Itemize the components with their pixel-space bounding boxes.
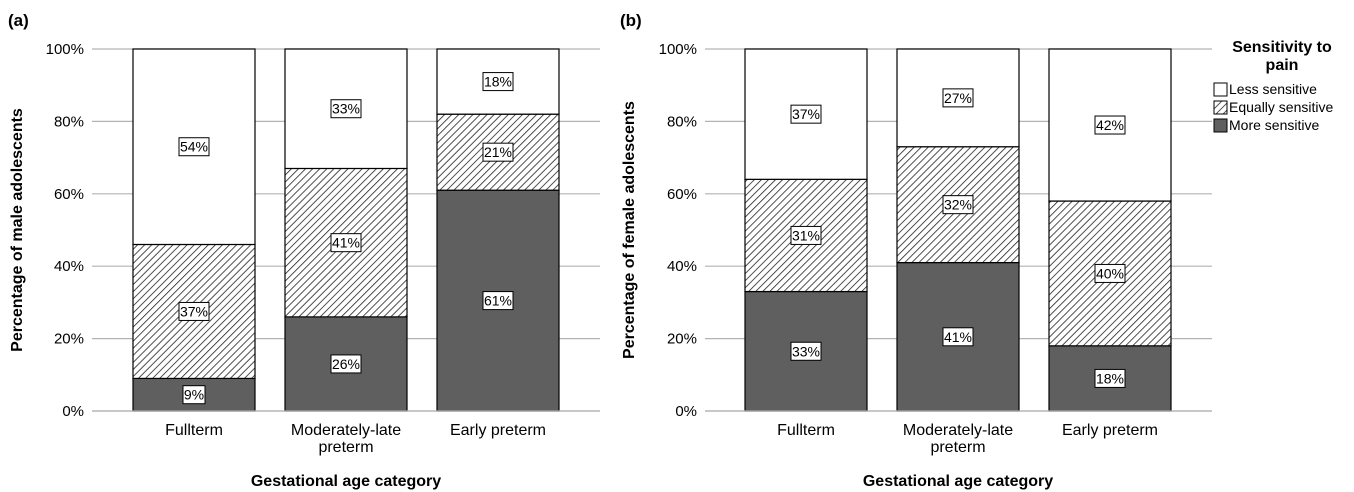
y-tick-label: 100% xyxy=(659,41,697,58)
y-tick-label: 20% xyxy=(667,331,697,348)
data-label: 26% xyxy=(332,356,360,372)
data-label: 18% xyxy=(484,74,512,90)
chart-panel-a: 0% 20% 40% 60% 80% 100% 9% 37% 54% Fullterm 26% 41%… xyxy=(8,11,600,490)
data-label: 18% xyxy=(1096,370,1124,386)
legend-item-label: More sensitive xyxy=(1229,117,1319,133)
legend-swatch xyxy=(1213,82,1228,97)
x-tick-label: preterm xyxy=(318,439,373,456)
x-tick-label: Moderately-late xyxy=(291,422,401,439)
legend-title: Sensitivity to xyxy=(1232,39,1332,56)
x-tick-label: Early preterm xyxy=(450,422,546,439)
panel-label: (b) xyxy=(620,11,642,30)
data-label-box xyxy=(942,327,974,347)
legend-swatch xyxy=(1213,118,1228,133)
x-tick-label: preterm xyxy=(930,439,985,456)
y-tick-label: 20% xyxy=(54,331,84,348)
data-label: 37% xyxy=(792,106,820,122)
x-tick-label: Fullterm xyxy=(165,422,223,439)
panel-label: (a) xyxy=(8,11,29,30)
y-tick-label: 80% xyxy=(667,113,697,130)
data-label: 9% xyxy=(184,387,204,403)
y-tick-label: 60% xyxy=(667,186,697,203)
data-label-box xyxy=(482,72,514,92)
y-tick-label: 0% xyxy=(675,403,697,420)
data-label-box xyxy=(330,233,362,253)
data-label: 61% xyxy=(484,293,512,309)
x-tick-label: Fullterm xyxy=(777,422,835,439)
data-label-box xyxy=(942,88,974,108)
x-axis-title: Gestational age category xyxy=(863,473,1053,490)
data-label-box xyxy=(790,104,822,124)
data-label-box xyxy=(1094,115,1126,135)
x-axis-title: Gestational age category xyxy=(251,473,441,490)
data-label-box xyxy=(330,354,362,374)
y-tick-label: 100% xyxy=(46,41,84,58)
data-label-box xyxy=(1094,263,1126,283)
y-axis-title: Percentage of male adolescents xyxy=(9,108,26,352)
legend-item-label: Equally sensitive xyxy=(1229,99,1333,115)
data-label: 33% xyxy=(792,343,820,359)
legend-title: pain xyxy=(1266,57,1299,74)
data-label: 31% xyxy=(792,227,820,243)
data-label-box xyxy=(482,291,514,311)
data-label-box xyxy=(482,142,514,162)
data-label-box xyxy=(330,99,362,119)
y-tick-label: 60% xyxy=(54,186,84,203)
x-tick-label: Early preterm xyxy=(1062,422,1158,439)
data-label-box xyxy=(178,301,210,321)
data-label: 54% xyxy=(180,139,208,155)
chart-panel-b: 0% 20% 40% 60% 80% 100% 33% 31% 37% Fullterm 41% 32… xyxy=(620,11,1212,490)
y-tick-label: 40% xyxy=(667,258,697,275)
data-label-box xyxy=(182,385,206,405)
y-tick-label: 40% xyxy=(54,258,84,275)
data-label: 27% xyxy=(944,90,972,106)
data-label: 41% xyxy=(332,235,360,251)
y-tick-label: 80% xyxy=(54,113,84,130)
bar-segment-equally-sensitive xyxy=(1048,200,1172,347)
x-tick-label: Moderately-late xyxy=(903,422,1013,439)
y-axis-title: Percentage of female adolescents xyxy=(621,101,638,359)
y-tick-label: 0% xyxy=(62,403,84,420)
data-label: 41% xyxy=(944,329,972,345)
data-label-box xyxy=(178,137,210,157)
data-label: 37% xyxy=(180,303,208,319)
data-label: 42% xyxy=(1096,117,1124,133)
data-label: 40% xyxy=(1096,265,1124,281)
data-label-box xyxy=(942,195,974,215)
legend-item-label: Less sensitive xyxy=(1229,81,1317,97)
data-label: 32% xyxy=(944,197,972,213)
legend-swatch xyxy=(1213,100,1228,115)
data-label-box xyxy=(790,341,822,361)
data-label: 21% xyxy=(484,144,512,160)
data-label-box xyxy=(790,225,822,245)
data-label: 33% xyxy=(332,101,360,117)
data-label-box xyxy=(1094,368,1126,388)
